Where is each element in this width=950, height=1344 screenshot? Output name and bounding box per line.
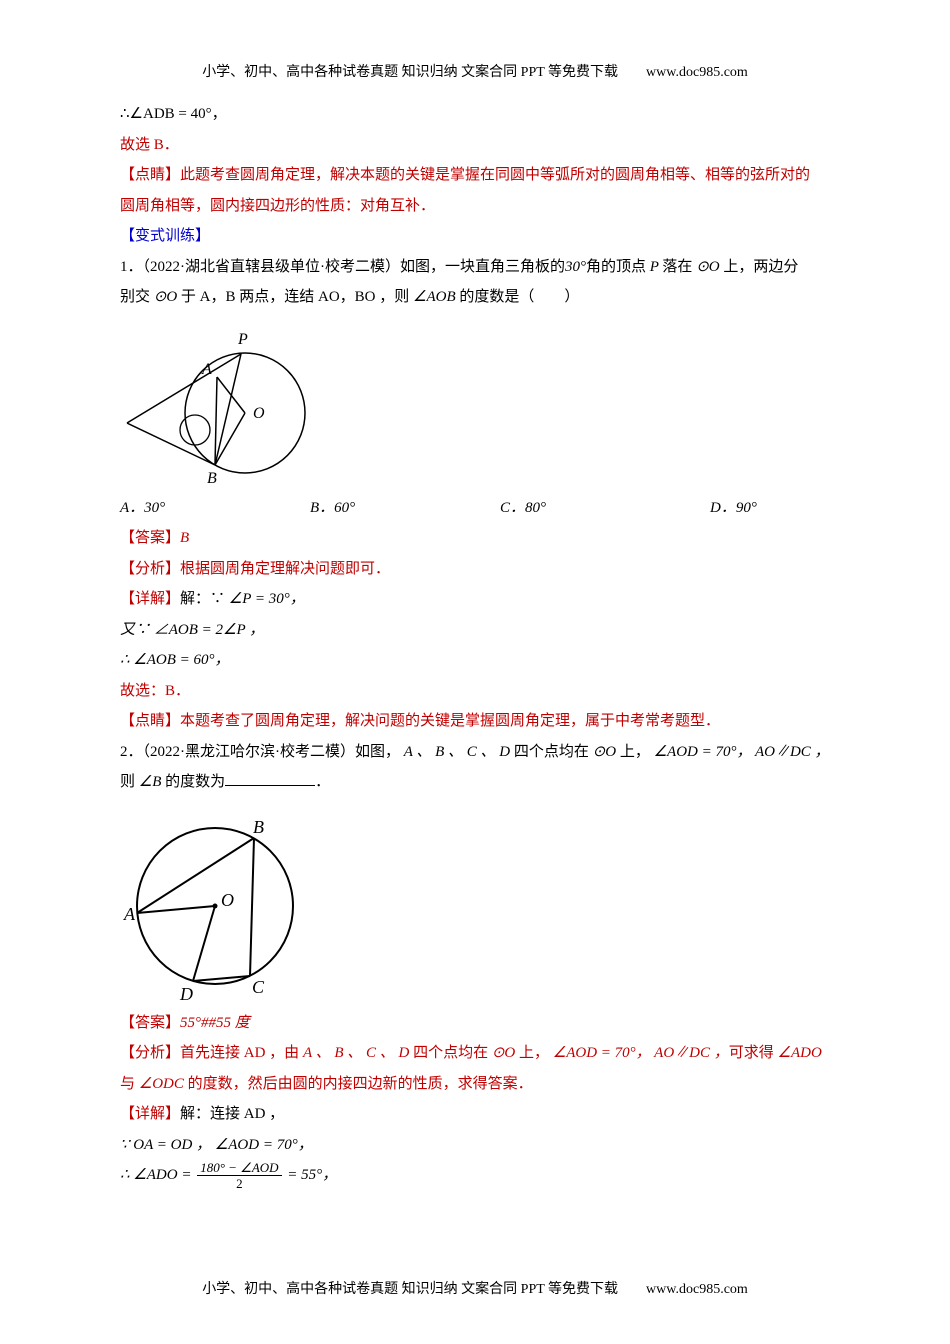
q2-fenxi-l1: 【分析】首先连接 AD ，由 A 、 B 、 C 、 D 四个点均在 ⊙O 上，… (120, 1039, 840, 1068)
fig1-label-p: P (237, 331, 248, 348)
fig2-label-a: A (123, 904, 136, 924)
page-header: 小学、初中、高中各种试卷真题 知识归纳 文案合同 PPT 等免费下载 www.d… (0, 60, 950, 87)
q1-opt-c: C．80° (500, 494, 710, 523)
q2-blank (225, 770, 315, 787)
q1-xiangjie-l3: ∴ ∠AOB = 60°， (120, 646, 840, 675)
fig2-label-c: C (252, 977, 265, 997)
page-footer: 小学、初中、高中各种试卷真题 知识归纳 文案合同 PPT 等免费下载 www.d… (0, 1277, 950, 1304)
q1-fenxi: 【分析】根据圆周角定理解决问题即可． (120, 555, 840, 584)
q1-diagram: P A O B (120, 318, 315, 488)
footer-text: 小学、初中、高中各种试卷真题 知识归纳 文案合同 PPT 等免费下载 www.d… (202, 1282, 748, 1297)
q1-xiangjie-l1: 【详解】解：∵ ∠P = 30°， (120, 585, 840, 614)
dianjing-1: 【点睛】此题考查圆周角定理，解决本题的关键是掌握在同圆中等弧所对的圆周角相等、相… (120, 161, 840, 190)
header-text: 小学、初中、高中各种试卷真题 知识归纳 文案合同 PPT 等免费下载 www.d… (202, 65, 748, 80)
q2-fenxi-l2: 与 ∠ODC 的度数，然后由圆的内接四边新的性质，求得答案． (120, 1070, 840, 1099)
q2-xiangjie-l2: ∵ OA = OD ， ∠AOD = 70°， (120, 1131, 840, 1160)
fig1-label-b: B (207, 470, 217, 487)
figure-1: P A O B (120, 318, 840, 488)
figure-2: A B C D O (120, 803, 840, 1003)
q1-stem-l2: 别交 ⊙O 于 A，B 两点，连结 AO，BO ，则 ∠AOB 的度数是（ ） (120, 283, 840, 312)
q2-xiangjie-l1: 【详解】解：连接 AD ， (120, 1100, 840, 1129)
q2-diagram: A B C D O (120, 803, 310, 1003)
q1-answer: 【答案】B (120, 524, 840, 553)
q1-select: 故选：B． (120, 677, 840, 706)
fig2-label-d: D (179, 984, 193, 1003)
q1-opt-b: B．60° (310, 494, 500, 523)
q2-answer: 【答案】55°##55 度 (120, 1009, 840, 1038)
dianjing-1b: 圆周角相等，圆内接四边形的性质：对角互补． (120, 192, 840, 221)
select-b: 故选 B． (120, 131, 840, 160)
fig1-label-o: O (253, 405, 265, 422)
fig2-label-o: O (221, 890, 234, 910)
q2-xiangjie-l3: ∴ ∠ADO = 180° − ∠AOD2 = 55°， (120, 1161, 840, 1190)
eq-adb: ∴∠ADB = 40°， (120, 100, 840, 129)
fig2-label-b: B (253, 817, 264, 837)
q2-stem-l1: 2．（2022·黑龙江哈尔滨·校考二模）如图， A 、 B 、 C 、 D 四个… (120, 738, 840, 767)
fig1-label-a: A (201, 361, 212, 378)
q1-xiangjie-l2: 又∵ ∠AOB = 2∠P ， (120, 616, 840, 645)
q2-stem-l2: 则 ∠B 的度数为． (120, 768, 840, 797)
q1-dianjing: 【点睛】本题考查了圆周角定理，解决问题的关键是掌握圆周角定理，属于中考常考题型． (120, 707, 840, 736)
q1-options: A．30° B．60° C．80° D．90° (120, 494, 840, 523)
document-body: ∴∠ADB = 40°， 故选 B． 【点睛】此题考查圆周角定理，解决本题的关键… (120, 100, 840, 1190)
variant-training: 【变式训练】 (120, 222, 840, 251)
q1-stem-l1: 1．（2022·湖北省直辖县级单位·校考二模）如图，一块直角三角板的30°角的顶… (120, 253, 840, 282)
q1-opt-a: A．30° (120, 494, 310, 523)
q1-opt-d: D．90° (710, 494, 830, 523)
